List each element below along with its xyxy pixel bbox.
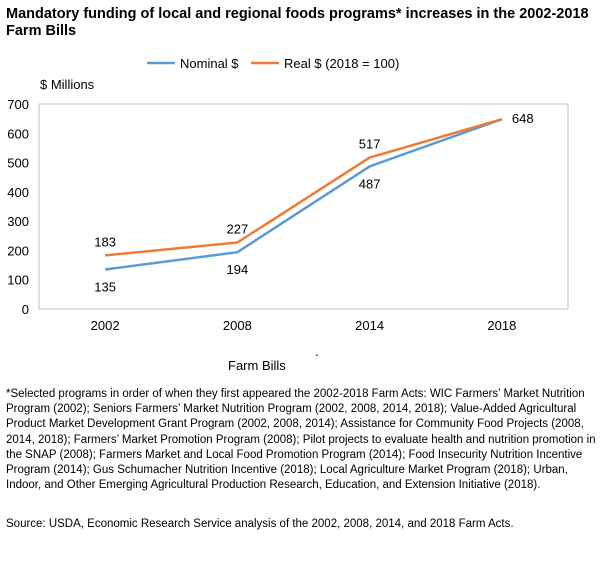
line-chart: Nominal $ Real $ (2018 = 100) $ Millions…: [7, 56, 569, 373]
data-labels: 135 194 487 183 227 517 648: [94, 111, 533, 294]
y-tick-label: 200: [7, 243, 29, 258]
y-tick-label: 0: [22, 302, 29, 317]
data-label-real: 183: [94, 234, 116, 249]
legend-label-real: Real $ (2018 = 100): [284, 56, 399, 71]
y-tick-label: 500: [7, 156, 29, 171]
x-tick-label: 2014: [355, 318, 384, 333]
data-label-real: 227: [227, 222, 249, 237]
data-label-nominal: 487: [359, 176, 381, 191]
x-tick-label: 2008: [223, 318, 252, 333]
y-tick-label: 700: [7, 97, 29, 112]
y-tick-label: 100: [7, 273, 29, 288]
x-axis-title: Farm Bills: [228, 358, 286, 373]
footnote: *Selected programs in order of when they…: [6, 388, 596, 492]
legend-label-nominal: Nominal $: [180, 56, 239, 71]
y-tick-label: 600: [7, 126, 29, 141]
y-tick-labels: 0 100 200 300 400 500 600 700: [7, 97, 29, 317]
x-tick-label: 2002: [91, 318, 120, 333]
series-line-real: [104, 117, 503, 257]
legend: Nominal $ Real $ (2018 = 100): [147, 56, 399, 71]
y-tick-label: 300: [7, 214, 29, 229]
data-label-real: 517: [359, 137, 381, 152]
x-tick-labels: 2002 2008 2014 2018: [91, 318, 517, 333]
chart-title: Mandatory funding of local and regional …: [6, 6, 589, 39]
y-axis-title: $ Millions: [40, 77, 95, 92]
stray-mark: .: [315, 344, 319, 359]
source-note: Source: USDA, Economic Research Service …: [6, 518, 514, 530]
data-label-nominal: 135: [94, 279, 116, 294]
y-tick-label: 400: [7, 185, 29, 200]
plot-area: [38, 103, 569, 310]
x-tick-label: 2018: [487, 318, 516, 333]
data-label-nominal: 194: [227, 262, 249, 277]
series-line-nominal: [104, 118, 503, 271]
data-label-real: 648: [512, 111, 534, 126]
series-lines: [104, 117, 503, 271]
